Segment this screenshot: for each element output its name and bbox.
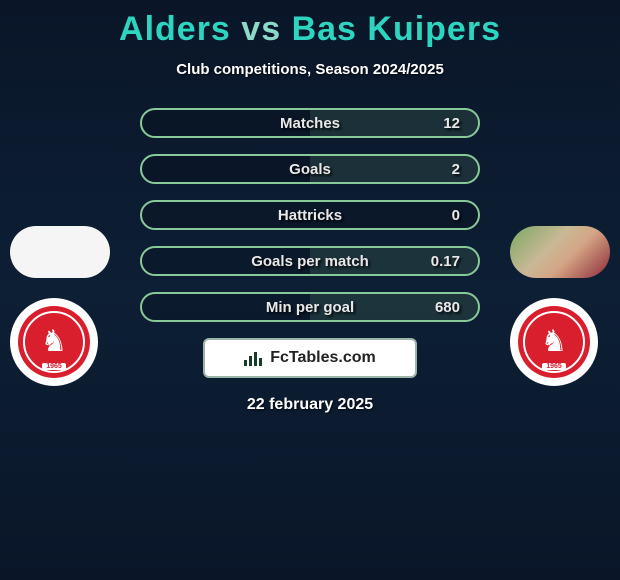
title-player2: Bas Kuipers: [292, 10, 501, 48]
player1-club-badge: ♞ 1965: [10, 298, 98, 386]
stat-value-right: 680: [435, 299, 460, 316]
stat-value-right: 0: [452, 207, 460, 224]
club-year: 1965: [42, 363, 66, 370]
stat-label: Min per goal: [266, 299, 354, 316]
stat-value-right: 12: [443, 115, 460, 132]
bar-chart-icon: [244, 350, 264, 366]
branding-box[interactable]: FcTables.com: [203, 338, 417, 378]
club-badge-inner: ♞ 1965: [518, 306, 590, 378]
stats-area: ♞ 1965 ♞ 1965 Matches 12 Goals 2: [0, 108, 620, 322]
date-text: 22 february 2025: [0, 396, 620, 414]
player1-avatar: [10, 226, 110, 278]
horse-icon: ♞: [41, 327, 68, 357]
stat-row: Min per goal 680: [140, 292, 480, 322]
stat-row: Goals per match 0.17: [140, 246, 480, 276]
player2-avatar: [510, 226, 610, 278]
stat-label: Goals per match: [251, 253, 369, 270]
club-badge-inner: ♞ 1965: [18, 306, 90, 378]
stat-value-right: 0.17: [431, 253, 460, 270]
stat-label: Hattricks: [278, 207, 342, 224]
stat-value-right: 2: [452, 161, 460, 178]
club-year: 1965: [542, 363, 566, 370]
player-left-column: ♞ 1965: [10, 226, 110, 386]
stat-row: Hattricks 0: [140, 200, 480, 230]
stat-row: Matches 12: [140, 108, 480, 138]
horse-icon: ♞: [541, 327, 568, 357]
page-title: Alders vs Bas Kuipers: [0, 10, 620, 49]
player-right-column: ♞ 1965: [510, 226, 610, 386]
stat-row: Goals 2: [140, 154, 480, 184]
title-vs: vs: [241, 10, 281, 48]
subtitle: Club competitions, Season 2024/2025: [0, 61, 620, 78]
branding-text: FcTables.com: [270, 349, 376, 367]
title-player1: Alders: [119, 10, 231, 48]
infographic-container: Alders vs Bas Kuipers Club competitions,…: [0, 0, 620, 414]
player2-club-badge: ♞ 1965: [510, 298, 598, 386]
stat-label: Goals: [289, 161, 331, 178]
stat-label: Matches: [280, 115, 340, 132]
